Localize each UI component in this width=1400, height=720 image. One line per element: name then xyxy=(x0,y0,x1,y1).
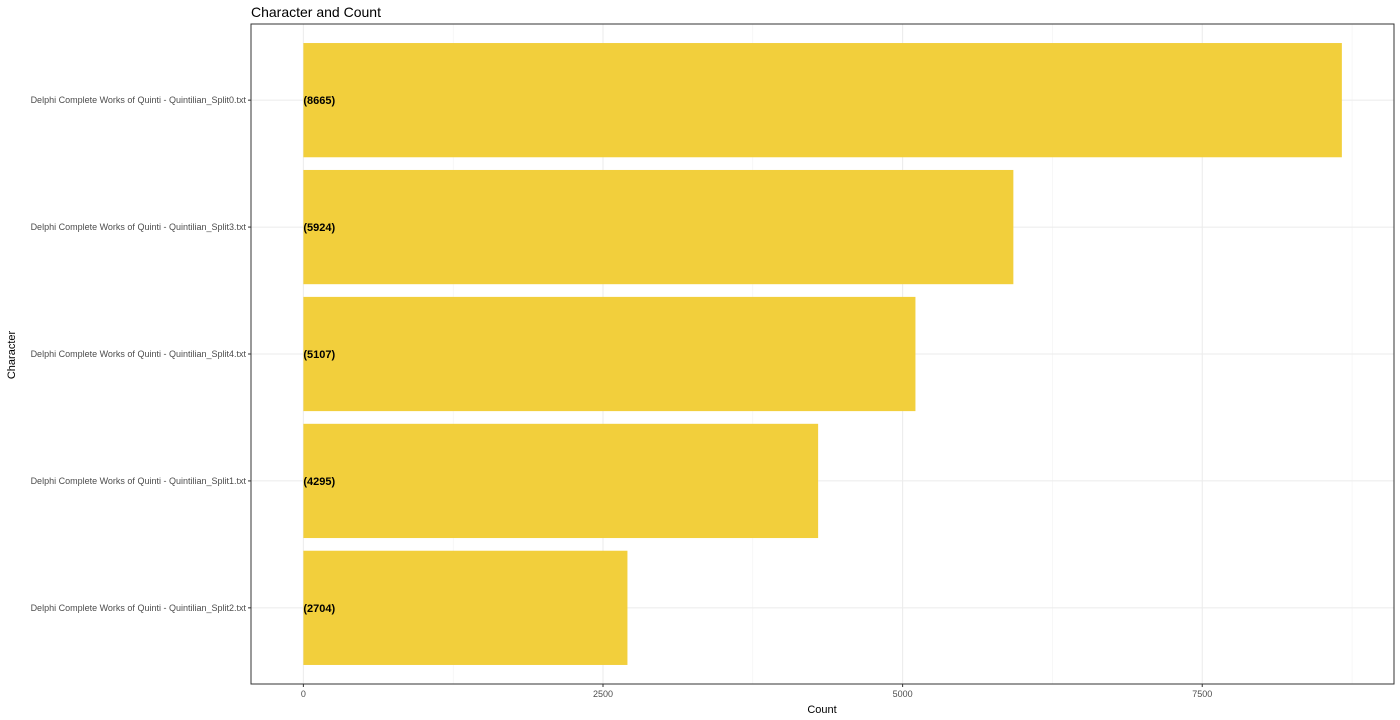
data-label: (8665) xyxy=(303,95,335,107)
bar xyxy=(303,423,819,539)
data-label: (5924) xyxy=(303,222,335,234)
data-label: (5107) xyxy=(303,349,335,361)
data-labels: (8665) (5924) (5107) (4295) (2704) xyxy=(303,95,335,615)
y-axis-tick-labels: Delphi Complete Works of Quinti - Quinti… xyxy=(31,95,251,613)
x-axis-title: Count xyxy=(807,704,836,716)
y-tick-label: Delphi Complete Works of Quinti - Quinti… xyxy=(31,222,247,232)
y-tick-label: Delphi Complete Works of Quinti - Quinti… xyxy=(31,476,247,486)
x-tick-label: 5000 xyxy=(893,689,913,699)
x-tick-label: 7500 xyxy=(1192,689,1212,699)
panel-border xyxy=(250,23,1395,685)
data-label: (4295) xyxy=(303,476,335,488)
y-axis-title: Character xyxy=(6,331,18,380)
y-tick-label: Delphi Complete Works of Quinti - Quinti… xyxy=(31,603,247,613)
bar xyxy=(303,550,628,665)
y-tick-label: Delphi Complete Works of Quinti - Quinti… xyxy=(31,95,247,105)
bars xyxy=(303,43,1342,665)
bar xyxy=(303,169,1014,285)
x-tick-label: 2500 xyxy=(593,689,613,699)
bar xyxy=(303,296,916,412)
y-tick-label: Delphi Complete Works of Quinti - Quinti… xyxy=(31,349,247,359)
bar xyxy=(303,43,1342,158)
x-tick-label: 0 xyxy=(301,689,306,699)
data-label: (2704) xyxy=(303,603,335,615)
chart-title: Character and Count xyxy=(251,4,381,20)
x-axis-tick-labels: 0 2500 5000 7500 xyxy=(301,684,1212,699)
